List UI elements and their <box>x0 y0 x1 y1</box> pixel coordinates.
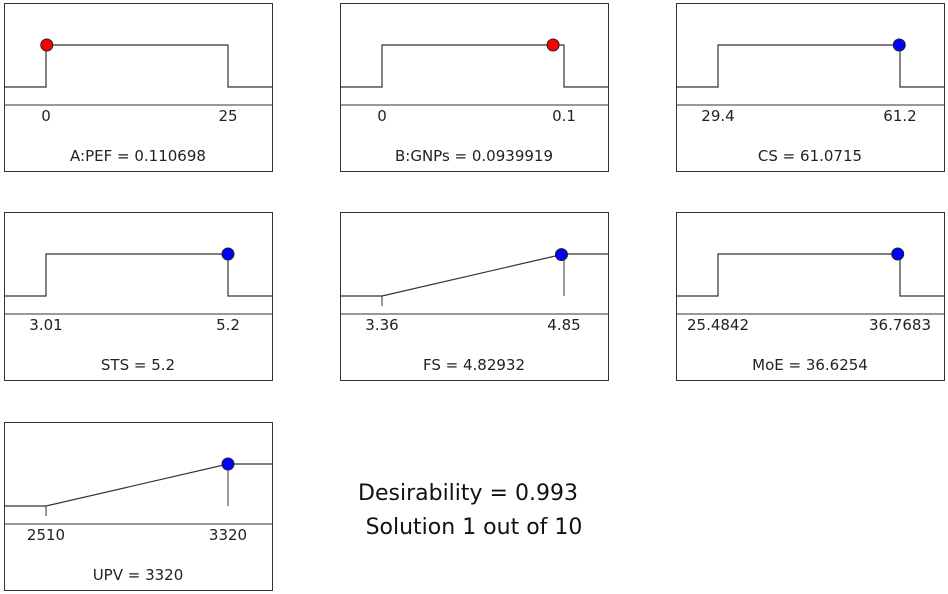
low-limit-label: 25.4842 <box>687 316 749 334</box>
desirability-curve <box>676 253 944 297</box>
panel-caption: MoE = 36.6254 <box>752 356 868 374</box>
panel-caption: UPV = 3320 <box>93 566 184 584</box>
low-limit-label: 0 <box>41 107 51 125</box>
high-limit-label: 36.7683 <box>869 316 931 334</box>
current-setting-marker <box>546 38 560 52</box>
panel-fs: 3.36 4.85 FS = 4.82932 <box>340 212 609 381</box>
solution-summary: Solution 1 out of 10 <box>366 515 583 540</box>
low-limit-label: 2510 <box>27 526 65 544</box>
low-limit-label: 0 <box>377 107 387 125</box>
desirability-curve <box>4 463 272 507</box>
low-limit-label: 3.01 <box>29 316 62 334</box>
high-limit-label: 61.2 <box>883 107 916 125</box>
high-limit-label: 0.1 <box>552 107 576 125</box>
desirability-curve <box>340 253 608 297</box>
panel-caption: STS = 5.2 <box>101 356 175 374</box>
desirability-curve <box>4 253 272 297</box>
panel-sts: 3.01 5.2 STS = 5.2 <box>4 212 273 381</box>
panel-upv: 2510 3320 UPV = 3320 <box>4 422 273 591</box>
panel-cs: 29.4 61.2 CS = 61.0715 <box>676 3 945 172</box>
current-setting-marker <box>221 247 235 261</box>
high-limit-label: 25 <box>218 107 237 125</box>
current-setting-marker <box>221 457 235 471</box>
panel-caption: FS = 4.82932 <box>423 356 525 374</box>
panel-caption: CS = 61.0715 <box>758 147 862 165</box>
current-setting-marker <box>40 38 54 52</box>
high-limit-label: 3320 <box>209 526 247 544</box>
current-setting-marker <box>892 38 906 52</box>
high-limit-label: 4.85 <box>547 316 580 334</box>
high-limit-label: 5.2 <box>216 316 240 334</box>
panel-caption: A:PEF = 0.110698 <box>70 147 206 165</box>
current-setting-marker <box>891 247 905 261</box>
low-limit-label: 3.36 <box>365 316 398 334</box>
current-setting-marker <box>554 248 568 262</box>
panel-caption: B:GNPs = 0.0939919 <box>395 147 553 165</box>
desirability-curve <box>676 44 944 88</box>
desirability-curve <box>340 44 608 88</box>
panel-a-pef: 0 25 A:PEF = 0.110698 <box>4 3 273 172</box>
low-limit-label: 29.4 <box>701 107 734 125</box>
panel-moe: 25.4842 36.7683 MoE = 36.6254 <box>676 212 945 381</box>
desirability-summary: Desirability = 0.993 <box>358 481 578 506</box>
desirability-curve <box>4 44 272 88</box>
panel-b-gnps: 0 0.1 B:GNPs = 0.0939919 <box>340 3 609 172</box>
